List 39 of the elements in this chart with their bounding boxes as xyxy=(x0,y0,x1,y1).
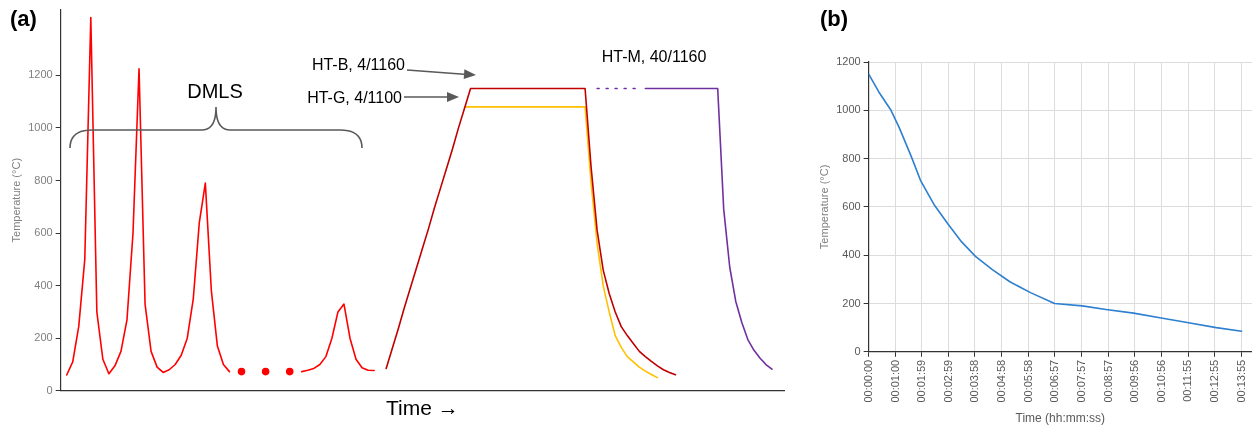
x-tick-label: 00:10:56 xyxy=(1154,359,1167,403)
x-tick-label: 00:06:57 xyxy=(1047,359,1060,403)
x-tick-label: 00:13:55 xyxy=(1234,359,1247,403)
x-tick-label: 00:12:55 xyxy=(1207,359,1220,403)
annotation: HT-M, 40/1160 xyxy=(601,48,707,65)
annotation: DMLS xyxy=(187,80,243,102)
x-tick-label: 00:11:55 xyxy=(1181,359,1194,402)
x-tick-label: 00:07:57 xyxy=(1074,359,1087,403)
x-tick-label: 00:05:58 xyxy=(1021,359,1034,403)
y-tick-label: 200 xyxy=(842,296,861,309)
y-tick-label: 0 xyxy=(854,344,861,357)
y-tick-label: 600 xyxy=(34,226,53,239)
y-tick-label: 0 xyxy=(46,383,53,396)
y-axis-title: Temperature (°C) xyxy=(817,164,830,250)
annotation: HT-G, 4/1100 xyxy=(307,89,402,106)
y-tick-label: 1200 xyxy=(836,55,861,68)
x-tick-label: 00:00:00 xyxy=(861,359,874,403)
y-tick-label: 800 xyxy=(34,173,53,186)
y-tick-label: 400 xyxy=(842,248,861,261)
x-tick-label: 00:04:58 xyxy=(994,359,1007,403)
annotation: HT-B, 4/1160 xyxy=(311,56,405,73)
x-tick-label: 00:03:58 xyxy=(968,359,981,403)
y-tick-label: 800 xyxy=(842,151,861,164)
chart-title: (b) xyxy=(820,6,849,31)
x-tick-label: 00:09:56 xyxy=(1127,359,1140,403)
x-axis-title: Time (hh:mm:ss) xyxy=(1015,411,1106,426)
y-tick-label: 600 xyxy=(842,199,861,212)
x-tick-label: 00:01:00 xyxy=(888,359,901,403)
x-tick-label: 00:02:59 xyxy=(941,359,954,403)
y-tick-label: 1000 xyxy=(28,120,53,133)
x-tick-label: 00:01:59 xyxy=(914,359,927,403)
y-tick-label: 1200 xyxy=(28,68,53,81)
y-tick-label: 200 xyxy=(34,331,53,344)
y-tick-label: 400 xyxy=(34,278,53,291)
x-tick-label: 00:08:57 xyxy=(1101,359,1114,403)
x-axis-title: Time → xyxy=(385,396,459,420)
chart-title: (a) xyxy=(10,6,37,31)
y-axis-title: Temperature (°C) xyxy=(9,157,22,243)
y-tick-label: 1000 xyxy=(836,103,861,116)
